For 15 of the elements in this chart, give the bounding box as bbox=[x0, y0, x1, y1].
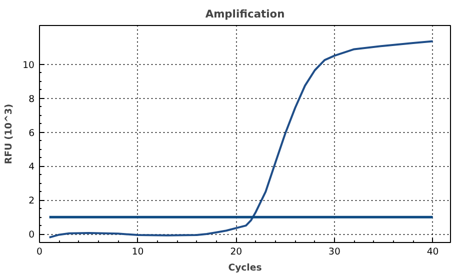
x-tick-label: 20 bbox=[230, 246, 242, 258]
chart-title: Amplification bbox=[205, 8, 285, 20]
y-tick-label: 6 bbox=[28, 128, 35, 139]
y-tick-label: 10 bbox=[22, 60, 35, 71]
x-tick-label: 30 bbox=[328, 246, 340, 258]
y-axis-title: RFU (10^3) bbox=[4, 104, 15, 164]
x-axis-title: Cycles bbox=[228, 262, 262, 274]
x-tick-label: 0 bbox=[36, 246, 43, 258]
x-tick-label: 10 bbox=[132, 246, 144, 258]
x-tick-label: 40 bbox=[426, 246, 439, 258]
line-series bbox=[48, 40, 434, 238]
y-tick-label: 4 bbox=[28, 162, 35, 173]
y-tick-label: 0 bbox=[28, 230, 35, 241]
y-tick-label: 8 bbox=[28, 94, 35, 105]
y-tick-label: 2 bbox=[28, 196, 35, 207]
